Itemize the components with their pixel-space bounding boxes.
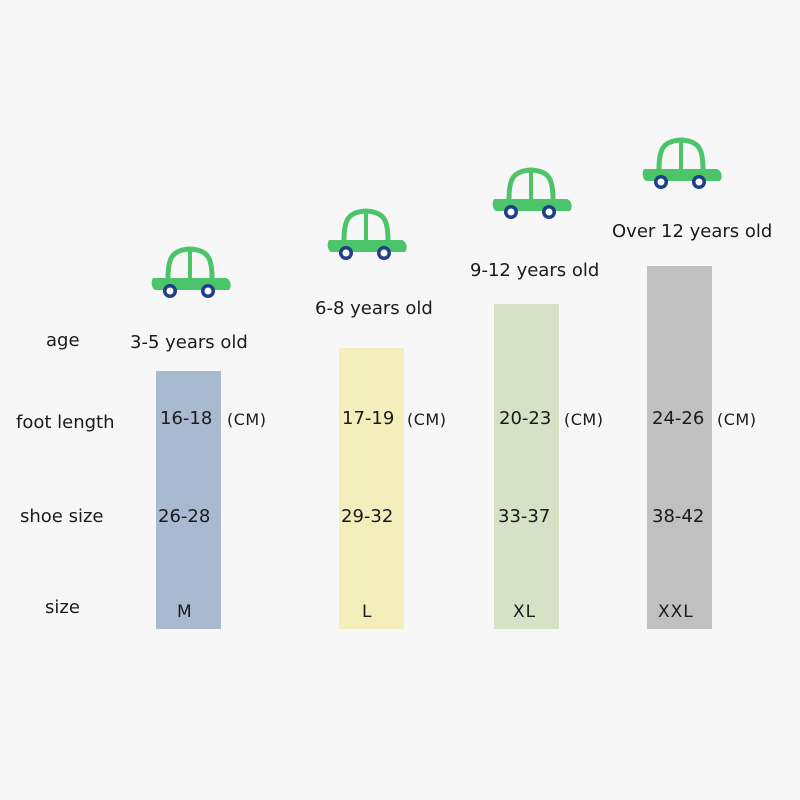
size-value-1: M [177,602,193,622]
shoe-size-value-1: 26-28 [158,506,211,527]
age-value-4: Over 12 years old [612,221,773,242]
size-value-4: XXL [658,602,694,622]
shoe-size-value-3: 33-37 [498,506,551,527]
foot-length-value-2: 17-19 [342,408,395,429]
row-label-shoe-size: shoe size [20,506,104,527]
size-bar-3 [494,304,559,629]
age-value-3: 9-12 years old [470,260,600,281]
foot-length-value-1: 16-18 [160,408,213,429]
car-icon [326,206,408,264]
size-value-2: L [362,602,373,622]
row-label-age: age [46,330,80,351]
size-bar-1 [156,371,221,629]
age-value-1: 3-5 years old [130,332,248,353]
age-value-2: 6-8 years old [315,298,433,319]
shoe-size-value-4: 38-42 [652,506,705,527]
size-value-3: XL [513,602,537,622]
size-bar-4 [647,266,712,629]
car-icon [641,135,723,193]
size-bar-2 [339,348,404,629]
unit-label-3: (CM) [564,410,604,429]
unit-label-4: (CM) [717,410,757,429]
car-icon [150,244,232,302]
foot-length-value-4: 24-26 [652,408,705,429]
shoe-size-value-2: 29-32 [341,506,394,527]
car-icon [491,165,573,223]
row-label-size: size [45,597,80,618]
unit-label-2: (CM) [407,410,447,429]
unit-label-1: (CM) [227,410,267,429]
row-label-foot-length: foot length [16,412,115,433]
foot-length-value-3: 20-23 [499,408,552,429]
